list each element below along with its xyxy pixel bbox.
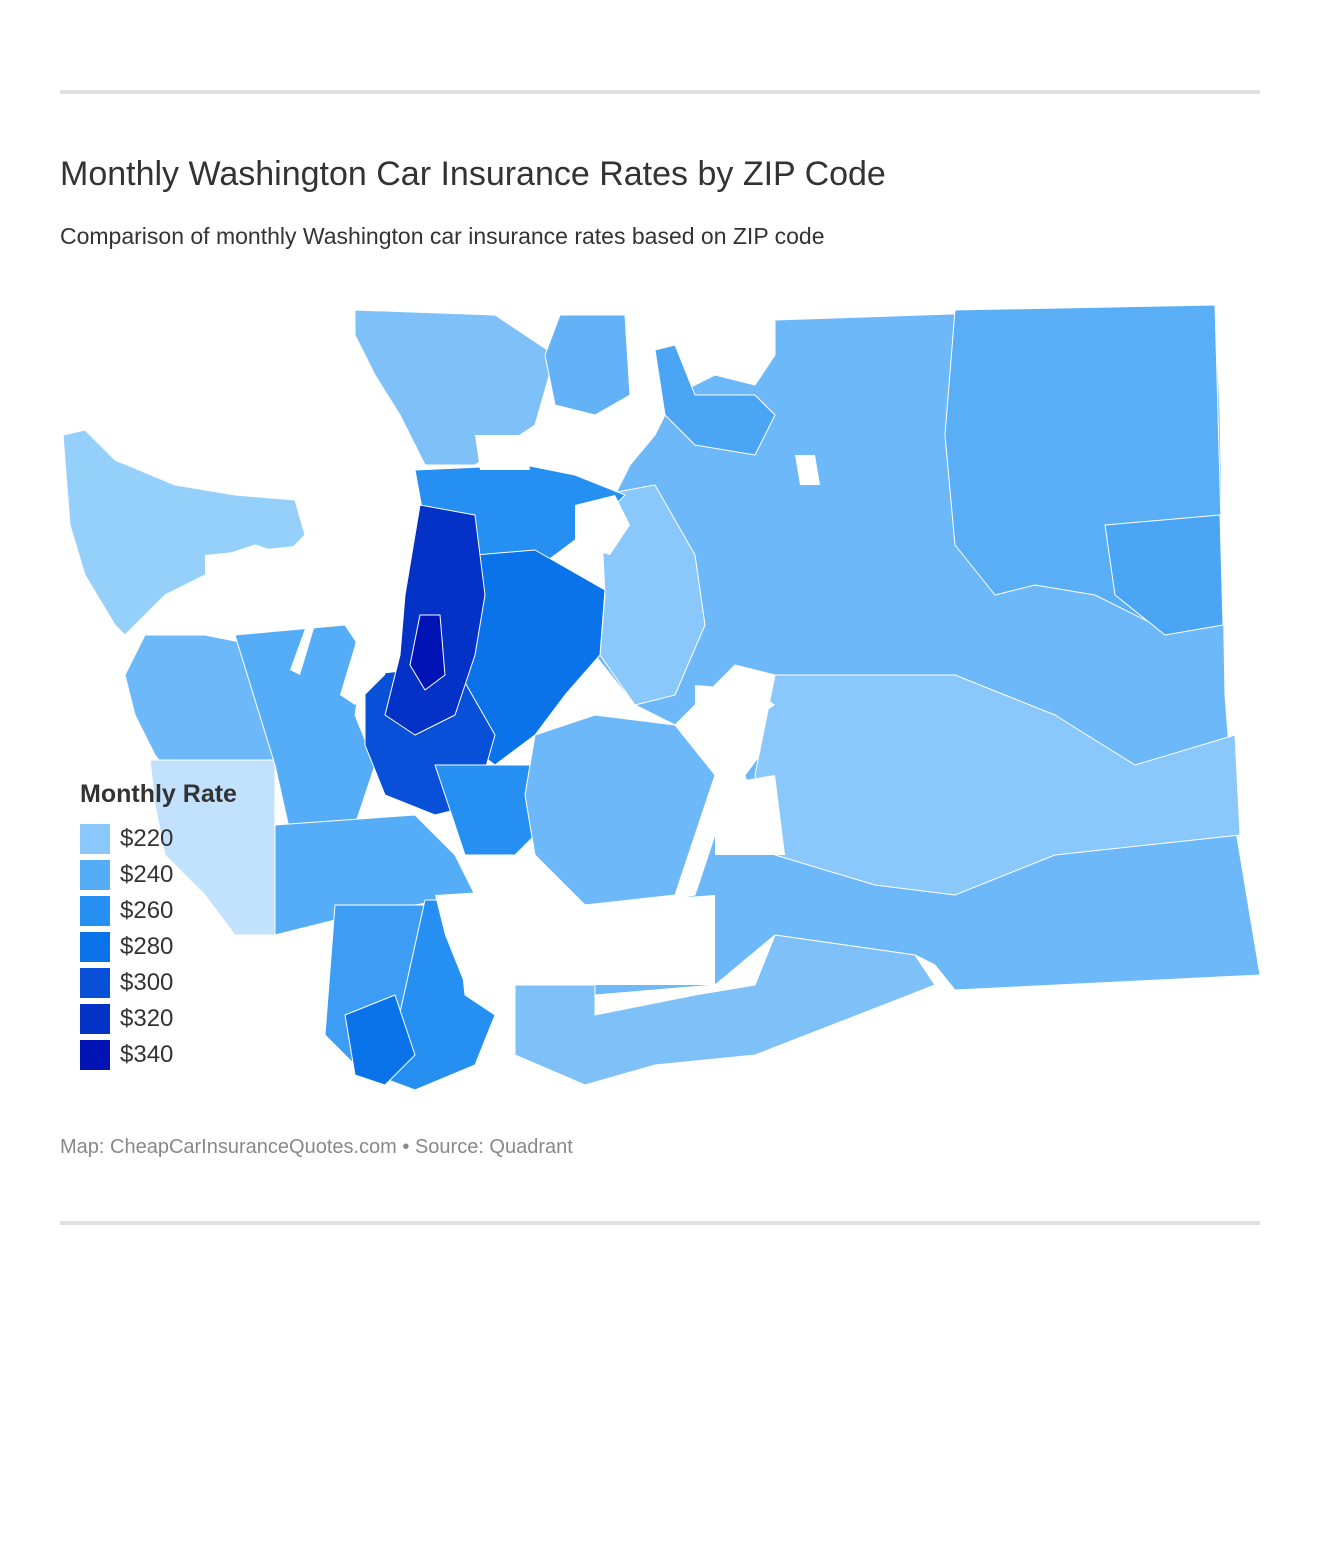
legend-item: $320 xyxy=(80,1001,237,1037)
region-pacific-county xyxy=(149,759,276,936)
region-northwest-sound xyxy=(354,309,556,466)
region-seattle-downtown xyxy=(409,614,446,691)
top-divider xyxy=(60,90,1260,94)
legend-title: Monthly Rate xyxy=(80,780,237,808)
legend-label: $220 xyxy=(120,825,174,852)
legend-swatch xyxy=(80,1004,110,1034)
legend-item: $300 xyxy=(80,965,237,1001)
region-klickitat xyxy=(514,934,936,1086)
legend-item: $220 xyxy=(80,821,237,857)
water-olympic-gap xyxy=(205,545,315,615)
legend-item: $240 xyxy=(80,857,237,893)
nodata-yakima-reservation xyxy=(435,890,715,985)
nodata-hanford xyxy=(715,775,785,855)
legend-label: $260 xyxy=(120,897,174,924)
water-puget-sound xyxy=(340,415,405,705)
chart-subtitle: Comparison of monthly Washington car ins… xyxy=(60,223,825,249)
region-spokane xyxy=(1104,514,1224,636)
legend-swatch xyxy=(80,860,110,890)
legend-swatch xyxy=(80,932,110,962)
legend-label: $240 xyxy=(120,861,174,888)
legend-label: $300 xyxy=(120,969,174,996)
legend: Monthly Rate $220 $240 $260 $280 $300 $3… xyxy=(80,780,237,1073)
chart-title: Monthly Washington Car Insurance Rates b… xyxy=(60,155,886,193)
washington-zip-map xyxy=(62,304,1261,1091)
legend-item: $340 xyxy=(80,1037,237,1073)
legend-label: $280 xyxy=(120,933,174,960)
legend-swatch xyxy=(80,896,110,926)
legend-swatch xyxy=(80,824,110,854)
bottom-divider xyxy=(60,1221,1260,1225)
legend-swatch xyxy=(80,1040,110,1070)
region-okanogan xyxy=(654,344,776,456)
nodata-central xyxy=(695,685,775,725)
legend-label: $340 xyxy=(120,1041,174,1068)
nodata-north-cascades xyxy=(475,435,530,470)
water-hood-canal xyxy=(290,565,345,675)
legend-swatch xyxy=(80,968,110,998)
region-olympic-peninsula xyxy=(62,429,306,636)
legend-item: $260 xyxy=(80,893,237,929)
legend-item: $280 xyxy=(80,929,237,965)
source-credit: Map: CheapCarInsuranceQuotes.com • Sourc… xyxy=(60,1136,573,1158)
region-yakima xyxy=(524,714,716,906)
region-vancouver-core xyxy=(344,994,416,1086)
water-lake-chelan xyxy=(575,495,630,555)
nodata-moses-lake xyxy=(795,455,820,485)
legend-label: $320 xyxy=(120,1005,174,1032)
region-whatcom-east xyxy=(544,314,631,416)
